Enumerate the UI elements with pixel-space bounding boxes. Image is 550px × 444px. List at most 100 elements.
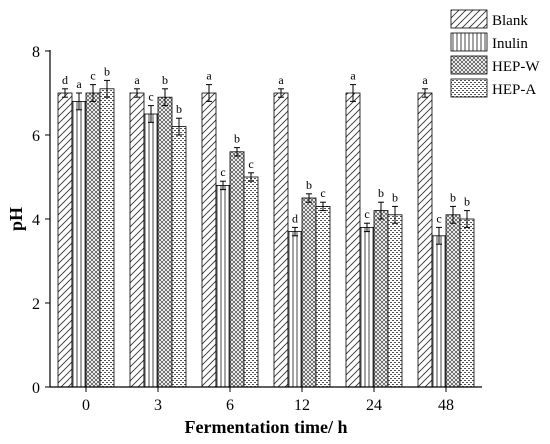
error-bar-hep-a-3 — [176, 117, 182, 136]
sig-letter-blank-12: a — [278, 73, 284, 87]
y-ticks: 0 2 4 6 8 — [32, 44, 50, 397]
error-bar-blank-48 — [422, 88, 428, 98]
error-bar-inulin-12 — [292, 226, 298, 237]
sig-letter-hep-w-12: b — [306, 178, 312, 192]
error-bars-layer — [62, 79, 470, 245]
error-bar-blank-12 — [278, 88, 284, 98]
bar-inulin-12 — [287, 231, 303, 388]
bar-hep-a-3 — [171, 126, 187, 388]
bar-inulin-0 — [71, 101, 87, 388]
sig-letter-blank-3: a — [134, 73, 140, 87]
error-bar-hep-w-6 — [234, 147, 240, 157]
error-bar-hep-a-0 — [104, 79, 110, 98]
bar-inulin-6 — [215, 184, 231, 388]
y-tick-label: 0 — [32, 380, 40, 397]
sig-letter-hep-w-24: b — [378, 186, 384, 200]
legend-swatch-hep-a — [450, 78, 488, 98]
y-tick-label: 6 — [32, 128, 40, 145]
error-bar-inulin-3 — [148, 105, 154, 123]
bar-inulin-3 — [143, 113, 159, 388]
sig-letter-hep-a-0: b — [104, 64, 110, 78]
x-tick-label: 3 — [154, 397, 162, 414]
x-axis-title: Fermentation time/ h — [185, 417, 348, 437]
bar-hep-a-24 — [387, 214, 403, 388]
bar-hep-w-0 — [85, 92, 101, 388]
bar-blank-24 — [345, 92, 361, 388]
error-bar-blank-3 — [134, 88, 140, 98]
legend-label-blank: Blank — [492, 13, 528, 29]
sig-letter-hep-w-0: c — [90, 69, 95, 83]
bar-hep-w-24 — [373, 210, 389, 388]
bar-hep-w-6 — [229, 151, 245, 388]
error-bar-hep-a-24 — [392, 205, 398, 224]
error-bar-hep-w-48 — [450, 205, 456, 224]
bar-hep-w-48 — [445, 214, 461, 388]
bar-hep-w-12 — [301, 197, 317, 388]
y-axis-title: pH — [6, 207, 26, 231]
sig-letter-hep-w-48: b — [450, 190, 456, 204]
sig-letter-inulin-24: c — [364, 207, 369, 221]
sig-letter-inulin-0: a — [76, 77, 82, 91]
legend-label-hep-w: HEP-W — [492, 59, 540, 75]
error-bar-hep-a-12 — [320, 201, 326, 212]
sig-letter-hep-a-6: c — [248, 157, 253, 171]
x-tick-label: 0 — [82, 397, 90, 414]
bar-hep-a-6 — [243, 176, 259, 388]
sig-letter-inulin-6: c — [220, 165, 225, 179]
y-tick-label: 8 — [32, 44, 40, 61]
error-bar-inulin-48 — [436, 226, 442, 245]
error-bar-blank-6 — [206, 84, 212, 102]
x-tick-label: 48 — [438, 397, 454, 414]
bar-hep-a-12 — [315, 205, 331, 388]
sig-letter-hep-a-24: b — [392, 190, 398, 204]
error-bar-blank-24 — [350, 84, 356, 102]
bar-hep-a-48 — [459, 218, 475, 388]
sig-letter-inulin-48: c — [436, 211, 441, 225]
bar-blank-12 — [273, 92, 289, 388]
legend-label-hep-a: HEP-A — [492, 82, 536, 98]
legend-swatch-hep-w — [450, 55, 488, 75]
sig-letter-blank-6: a — [206, 69, 212, 83]
error-bar-hep-w-24 — [378, 201, 384, 220]
x-tick-label: 24 — [366, 397, 382, 414]
legend: Blank Inulin HEP-W HEP-A — [450, 9, 540, 98]
y-tick-label: 2 — [32, 296, 40, 313]
sig-letter-hep-a-48: b — [464, 195, 470, 209]
error-bar-hep-w-0 — [90, 84, 96, 102]
sig-letter-inulin-3: c — [148, 90, 153, 104]
sig-letter-hep-w-3: b — [162, 73, 168, 87]
x-tick-label: 6 — [226, 397, 234, 414]
sig-letter-blank-24: a — [350, 69, 356, 83]
legend-swatch-inulin — [450, 32, 488, 52]
axes — [49, 50, 482, 388]
x-ticks: 0 3 6 12 24 48 — [82, 387, 454, 414]
bar-blank-0 — [57, 92, 73, 388]
legend-label-inulin: Inulin — [492, 36, 528, 52]
sig-letter-blank-48: a — [422, 73, 428, 87]
error-bar-hep-a-48 — [464, 210, 470, 228]
y-tick-label: 4 — [32, 212, 40, 229]
bar-hep-a-0 — [99, 88, 115, 388]
error-bar-hep-w-3 — [162, 88, 168, 107]
legend-swatch-blank — [450, 9, 488, 29]
bar-inulin-48 — [431, 235, 447, 388]
error-bar-inulin-24 — [364, 222, 370, 233]
bars-layer — [57, 88, 475, 388]
bar-blank-48 — [417, 92, 433, 388]
sig-letter-hep-a-3: b — [176, 102, 182, 116]
sig-letter-hep-a-12: c — [320, 186, 325, 200]
x-tick-label: 12 — [294, 397, 310, 414]
error-bar-hep-w-12 — [306, 193, 312, 203]
sig-letter-hep-w-6: b — [234, 132, 240, 146]
error-bar-inulin-6 — [220, 180, 226, 191]
error-bar-inulin-0 — [76, 92, 82, 111]
bar-blank-3 — [129, 92, 145, 388]
sig-letter-inulin-12: d — [292, 211, 298, 225]
bar-inulin-24 — [359, 226, 375, 388]
error-bar-hep-a-6 — [248, 172, 254, 182]
error-bar-blank-0 — [62, 88, 68, 98]
sig-letter-blank-0: d — [62, 73, 68, 87]
bar-hep-w-3 — [157, 96, 173, 388]
